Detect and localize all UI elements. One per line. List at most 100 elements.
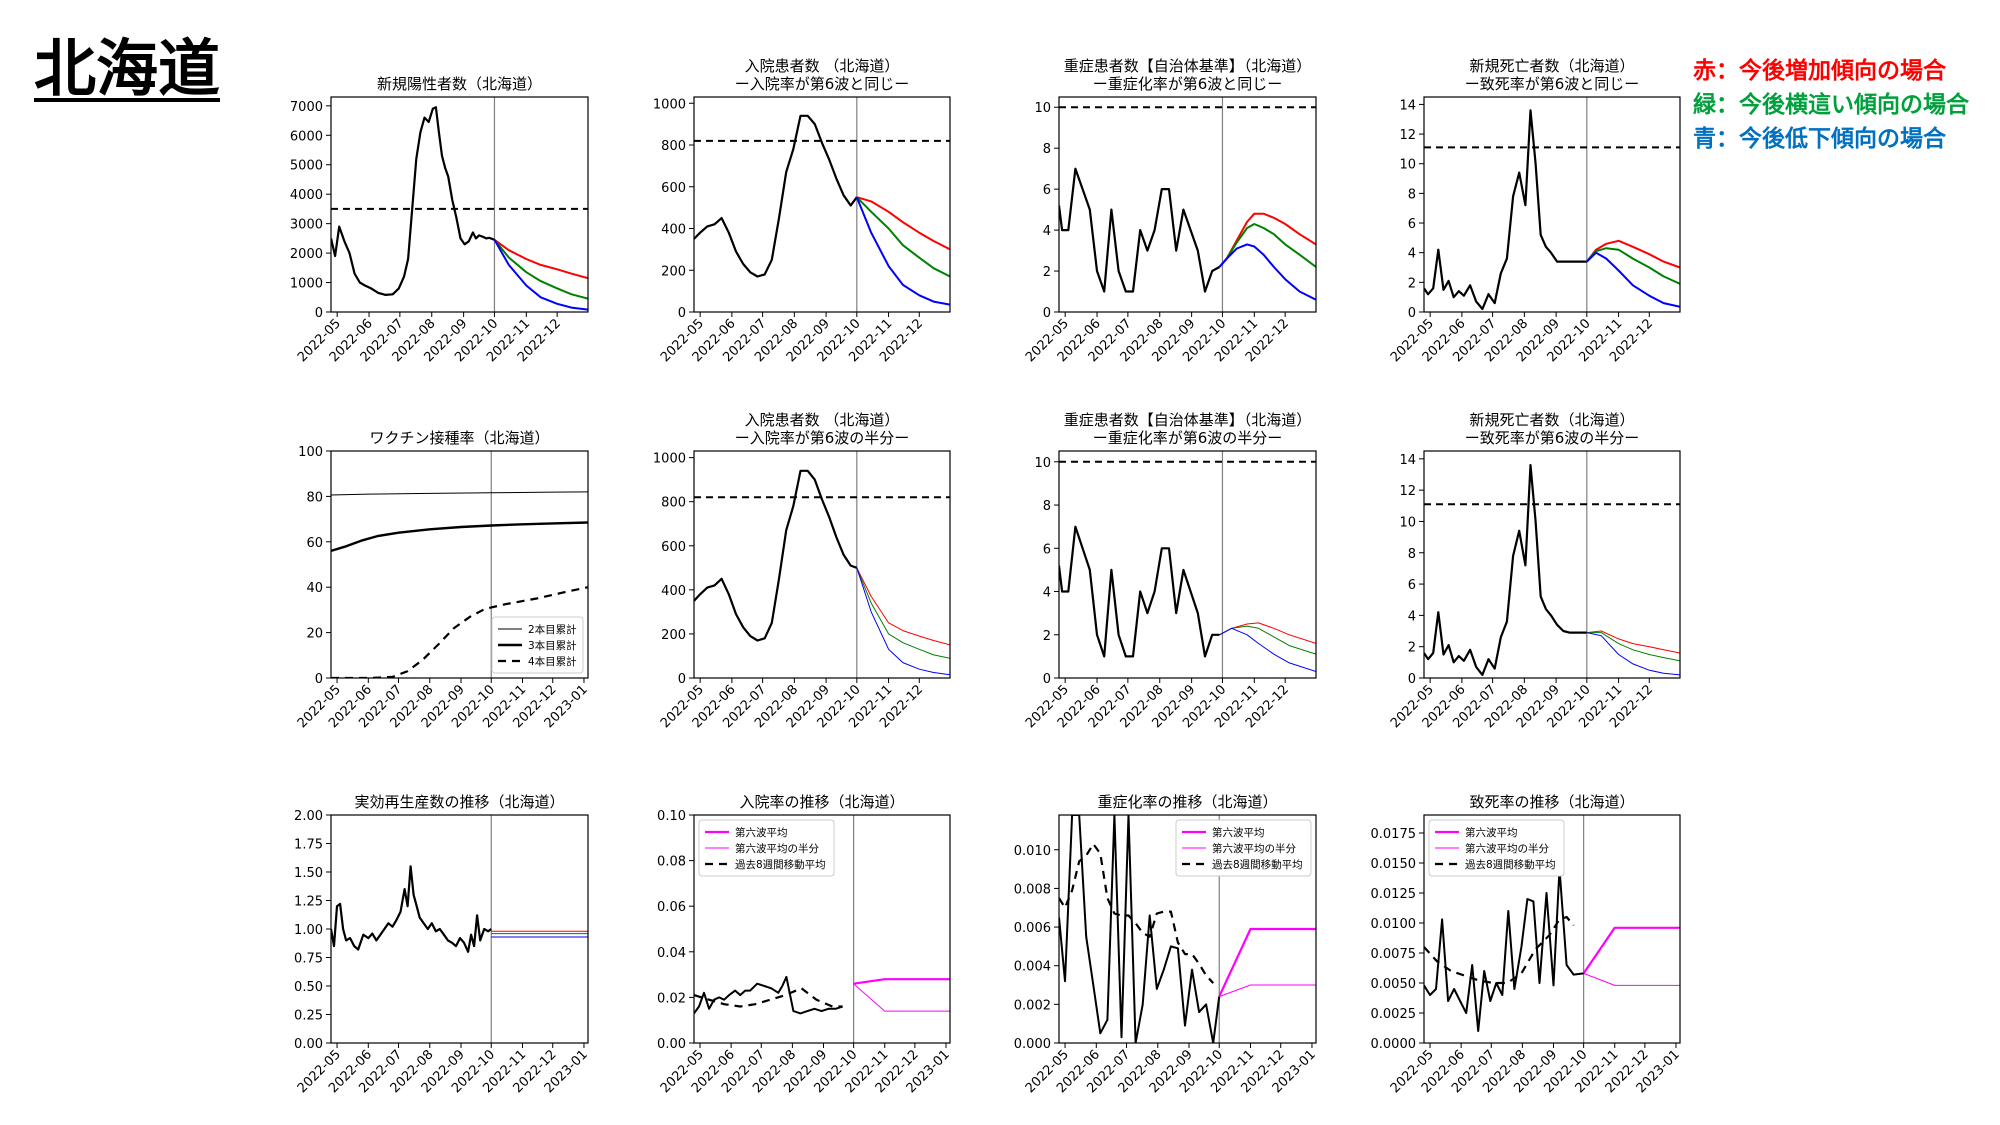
- legend-label: 4本目累計: [528, 655, 577, 668]
- chart-title: ワクチン接種率（北海道）: [369, 429, 549, 447]
- y-tick-label: 4: [1408, 247, 1416, 262]
- y-tick-label: 0.02: [657, 991, 686, 1006]
- chart-title: ー重症化率が第6波と同じー: [1093, 75, 1283, 93]
- legend-label: 第六波平均: [735, 826, 788, 839]
- legend-label: 第六波平均: [1212, 826, 1265, 839]
- chart-title: 重症患者数【自治体基準】（北海道）: [1064, 411, 1312, 429]
- scenario-legend-red: 赤：今後増加傾向の場合: [1693, 58, 1946, 84]
- y-tick-label: 0.0050: [1371, 977, 1417, 992]
- y-tick-label: 0: [678, 672, 686, 687]
- chart-8: 新規死亡者数（北海道）ー致死率が第6波の半分ー024681012142022-0…: [1388, 411, 1681, 731]
- chart-title: 新規死亡者数（北海道）: [1469, 57, 1634, 75]
- y-tick-label: 0.75: [294, 952, 323, 967]
- series-line: [856, 567, 950, 676]
- y-tick-label: 0.002: [1014, 998, 1051, 1013]
- plot-frame: [693, 450, 951, 679]
- chart-title: 入院率の推移（北海道）: [739, 793, 904, 811]
- y-tick-label: 6000: [290, 129, 323, 144]
- y-tick-label: 0.08: [657, 855, 686, 870]
- y-tick-label: 1.00: [294, 923, 323, 938]
- y-tick-label: 0.000: [1014, 1037, 1051, 1052]
- y-tick-label: 7000: [290, 100, 323, 115]
- y-tick-label: 2: [1408, 641, 1416, 656]
- y-tick-label: 0.004: [1014, 960, 1051, 975]
- series-line: [856, 196, 950, 278]
- plot-frame: [1058, 96, 1317, 313]
- chart-title: ー重症化率が第6波の半分ー: [1093, 429, 1283, 447]
- series-line: [1586, 630, 1680, 654]
- y-tick-label: 0: [315, 672, 323, 687]
- plot-frame: [1423, 814, 1681, 1044]
- legend-label: 過去8週間移動平均: [1465, 858, 1556, 871]
- series-line: [1059, 167, 1220, 293]
- series-line: [331, 521, 588, 553]
- legend-label: 過去8週間移動平均: [1212, 858, 1303, 871]
- y-tick-label: 400: [661, 223, 686, 238]
- y-tick-label: 14: [1399, 98, 1416, 113]
- y-tick-label: 10: [1034, 456, 1051, 471]
- y-tick-label: 2000: [290, 247, 323, 262]
- scenario-legend: 赤：今後増加傾向の場合 緑：今後横這い傾向の場合 青：今後低下傾向の場合: [1693, 54, 1969, 156]
- chart-2: 入院患者数 （北海道）ー入院率が第6波と同じー 0 200 400 600 800 1000…: [653, 57, 951, 365]
- series-line: [1586, 251, 1680, 308]
- y-tick-label: 40: [306, 581, 323, 596]
- y-tick-label: 3000: [290, 218, 323, 233]
- chart-legend: 2本目累計 3本目累計 4本目累計: [491, 616, 584, 674]
- chart-12: 致死率の推移（北海道） 0.0000 0.0025 0.0050 0.0075 0.010…: [1371, 793, 1683, 1096]
- y-tick-label: 4: [1043, 224, 1051, 239]
- series-line: [694, 469, 858, 642]
- y-tick-label: 2: [1408, 276, 1416, 291]
- y-tick-label: 0.0175: [1371, 827, 1417, 842]
- y-tick-label: 0: [1043, 306, 1051, 321]
- y-tick-label: 14: [1399, 453, 1416, 468]
- plot-frame: [1423, 450, 1681, 679]
- series-line: [493, 239, 588, 311]
- chart-5: ワクチン接種率（北海道）0204060801002022-052022-0620…: [295, 429, 591, 731]
- y-tick-label: 0.00: [294, 1037, 323, 1052]
- series-line: [1424, 868, 1584, 1032]
- y-tick-label: 0.10: [657, 809, 686, 824]
- series-line: [1218, 927, 1316, 998]
- y-tick-label: 20: [306, 627, 323, 642]
- series-line: [856, 196, 950, 251]
- y-tick-label: 0.0125: [1371, 887, 1417, 902]
- y-tick-label: 0.04: [657, 946, 686, 961]
- y-tick-label: 12: [1399, 484, 1416, 499]
- y-tick-label: 0: [1408, 306, 1416, 321]
- series-line: [1424, 109, 1587, 311]
- y-tick-label: 1.25: [294, 895, 323, 910]
- y-tick-label: 0.010: [1014, 844, 1051, 859]
- y-tick-label: 60: [306, 536, 323, 551]
- series-line: [1424, 464, 1587, 677]
- y-tick-label: 4000: [290, 188, 323, 203]
- plot-frame: [1058, 450, 1317, 679]
- series-line: [694, 987, 843, 1008]
- legend-label: 第六波平均の半分: [735, 842, 819, 855]
- y-tick-label: 8: [1043, 499, 1051, 514]
- chart-title: ー致死率が第6波の半分ー: [1465, 429, 1640, 447]
- y-tick-label: 5000: [290, 159, 323, 174]
- series-line: [1059, 842, 1215, 984]
- y-tick-label: 12: [1399, 128, 1416, 143]
- chart-title: 入院患者数 （北海道）: [745, 57, 900, 75]
- y-tick-label: 6: [1043, 183, 1051, 198]
- chart-title: 重症患者数【自治体基準】（北海道）: [1064, 57, 1312, 75]
- chart-7: 重症患者数【自治体基準】（北海道）ー重症化率が第6波の半分ー0246810202…: [1023, 411, 1317, 731]
- y-tick-label: 4: [1043, 586, 1051, 601]
- y-tick-label: 100: [298, 445, 323, 460]
- y-tick-label: 1000: [653, 452, 686, 467]
- series-line: [331, 106, 495, 296]
- plot-frame: [330, 96, 589, 313]
- series-line: [331, 586, 588, 678]
- scenario-legend-blue: 青：今後低下傾向の場合: [1693, 126, 1946, 152]
- chart-title: 実効再生産数の推移（北海道）: [354, 793, 564, 811]
- y-tick-label: 600: [661, 540, 686, 555]
- y-tick-label: 10: [1399, 515, 1416, 530]
- legend-label: 第六波平均の半分: [1212, 842, 1296, 855]
- y-tick-label: 8: [1043, 142, 1051, 157]
- plot-frame: [693, 814, 951, 1044]
- chart-title: 入院患者数 （北海道）: [745, 411, 900, 429]
- chart-title: ー致死率が第6波と同じー: [1465, 75, 1640, 93]
- y-tick-label: 0.06: [657, 900, 686, 915]
